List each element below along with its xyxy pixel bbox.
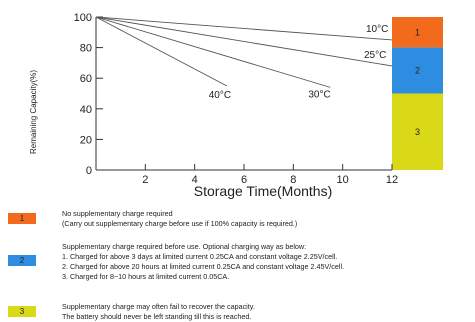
legend-swatch: 3 xyxy=(8,306,36,317)
legend-swatch: 1 xyxy=(8,213,36,224)
legend-line: 2. Charged for above 20 hours at limited… xyxy=(62,262,345,271)
zone-label-2: 2 xyxy=(415,66,420,76)
y-tick-label: 60 xyxy=(80,73,92,85)
y-tick-label: 80 xyxy=(80,43,92,55)
y-tick-label: 40 xyxy=(80,104,92,116)
legend-text: Supplementary charge required before use… xyxy=(62,242,344,282)
y-tick-label: 0 xyxy=(86,165,92,177)
zone-2 xyxy=(392,47,443,94)
legend-swatch: 2 xyxy=(8,255,36,266)
x-axis-label: Storage Time(Months) xyxy=(194,183,333,199)
x-tick-label: 6 xyxy=(241,174,247,186)
x-tick-label: 4 xyxy=(192,174,198,186)
legend-swatch-label: 2 xyxy=(19,256,25,265)
series-line xyxy=(95,16,227,87)
x-tick-label: 12 xyxy=(386,174,398,186)
legend-line: 3. Charged for 8~10 hours at limited cur… xyxy=(62,272,230,281)
legend-swatch-label: 3 xyxy=(19,307,25,316)
legend-text: No supplementary charge required (Carry o… xyxy=(62,209,297,229)
legend-line: (Carry out supplementary charge before u… xyxy=(62,219,298,228)
series-line xyxy=(95,16,393,41)
zone-label-1: 1 xyxy=(415,27,420,37)
x-tick-label: 2 xyxy=(142,174,148,186)
series-label: 10°C xyxy=(366,24,388,35)
legend-line: Supplementary charge required before use… xyxy=(62,242,307,251)
series-label: 25°C xyxy=(364,50,386,61)
zone-1 xyxy=(392,17,443,48)
series-label: 30°C xyxy=(308,89,330,100)
zone-3 xyxy=(392,93,443,170)
x-tick-label: 10 xyxy=(337,174,349,186)
legend-line: Supplementary charge may often fail to r… xyxy=(62,302,255,311)
legend-swatch-label: 1 xyxy=(19,214,25,223)
x-tick-label: 8 xyxy=(290,174,296,186)
legend-line: 1. Charged for above 3 days at limited c… xyxy=(62,252,338,261)
y-tick-label: 20 xyxy=(80,134,92,146)
series-line xyxy=(95,16,331,88)
series-line xyxy=(95,16,393,67)
legend-line: The battery should never be left standin… xyxy=(62,312,252,321)
y-tick-label: 100 xyxy=(74,12,92,24)
legend-line: No supplementary charge required xyxy=(62,209,173,218)
legend-text: Supplementary charge may often fail to r… xyxy=(62,302,255,322)
zone-label-3: 3 xyxy=(415,127,420,137)
y-axis-label: Remaining Capacity(%) xyxy=(29,70,38,154)
series-label: 40°C xyxy=(209,90,231,101)
